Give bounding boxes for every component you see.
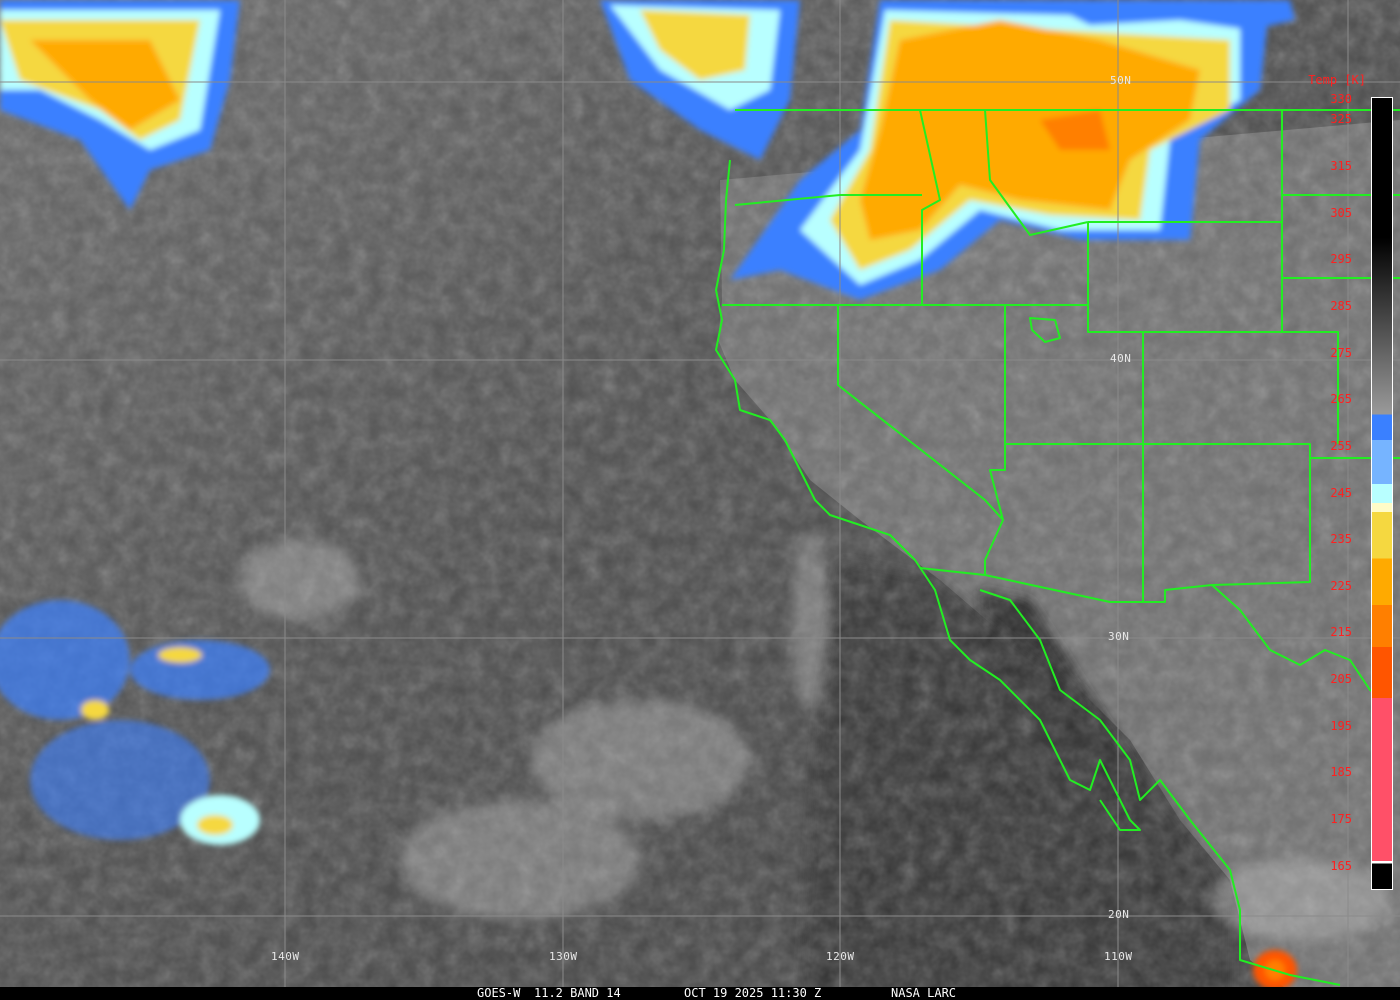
colorbar-tick-265: 265	[1330, 392, 1352, 407]
satellite-channel: GOES-W	[477, 986, 521, 1000]
lon-label-120w: 120W	[826, 950, 855, 963]
colorbar-tick-165: 165	[1330, 858, 1352, 873]
lat-label-30n: 30N	[1108, 630, 1130, 643]
new-mexico-border	[1142, 443, 1311, 602]
colorbar-tick-330: 330	[1330, 91, 1352, 106]
low-clouds	[240, 530, 1390, 940]
colorado-border	[1282, 331, 1339, 444]
colorbar-tick-225: 225	[1330, 578, 1352, 593]
idaho-border	[919, 109, 941, 305]
baja-peninsula	[979, 589, 1341, 986]
colorbar-tick-185: 185	[1330, 765, 1352, 780]
washington-border	[734, 194, 922, 206]
colorbar-tick-275: 275	[1330, 345, 1352, 360]
colorbar-tick-325: 325	[1330, 112, 1352, 127]
colorbar-tick-305: 305	[1330, 205, 1352, 220]
colorbar-tick-285: 285	[1330, 298, 1352, 313]
nevada-border	[837, 305, 1004, 575]
timestamp: OCT 19 2025 11:30 Z	[684, 986, 822, 1000]
colorbar-tick-255: 255	[1330, 438, 1352, 453]
lat-label-20n: 20N	[1108, 908, 1130, 921]
colorbar-tick-315: 315	[1330, 158, 1352, 173]
colorbar-tick-235: 235	[1330, 532, 1352, 547]
cold-cloud-tops-pacific-northwest	[600, 0, 800, 160]
lon-label-140w: 140W	[271, 950, 300, 963]
lat-label-40n: 40N	[1110, 352, 1132, 365]
arizona-border	[989, 444, 1006, 521]
colorbar-tick-205: 205	[1330, 672, 1352, 687]
convective-clusters-southwest	[0, 600, 1297, 990]
lake-tahoe	[1029, 317, 1061, 343]
lon-label-110w: 110W	[1104, 950, 1133, 963]
temperature-colorbar	[1371, 97, 1393, 890]
colorbar-tick-295: 295	[1330, 252, 1352, 267]
political-borders	[715, 109, 1400, 986]
lat-label-50n: 50N	[1110, 74, 1132, 87]
lon-label-130w: 130W	[549, 950, 578, 963]
colorbar-tick-175: 175	[1330, 812, 1352, 827]
us-mexico-border	[919, 567, 1391, 701]
credit: NASA LARC	[891, 986, 957, 1000]
colorbar-title: Temp [K]	[1308, 73, 1366, 87]
cold-cloud-tops-northwest	[0, 0, 240, 210]
image-caption-bar: GOES-W 11.2 BAND 14 OCT 19 2025 11:30 Z …	[0, 987, 1400, 1000]
west-coastline	[715, 159, 1141, 831]
colorbar-tick-245: 245	[1330, 485, 1352, 500]
colorbar-tick-215: 215	[1330, 625, 1352, 640]
band-label: 11.2 BAND 14	[534, 986, 621, 1000]
colorbar-tick-195: 195	[1330, 718, 1352, 733]
montana-border	[984, 109, 1400, 459]
